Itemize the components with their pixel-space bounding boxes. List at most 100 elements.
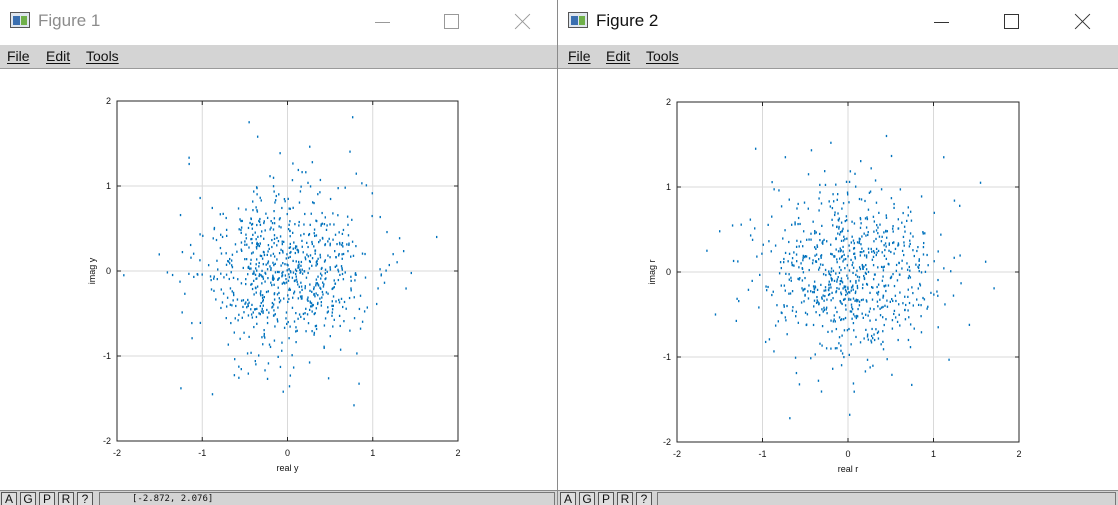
data-point (849, 298, 852, 301)
data-point (289, 251, 291, 255)
x-axis-label: real y (276, 463, 299, 473)
data-point (771, 215, 773, 218)
menu-tools[interactable]: Tools (646, 48, 679, 64)
data-point (830, 286, 832, 289)
data-point (784, 229, 786, 232)
data-point (855, 335, 857, 339)
data-point (255, 291, 257, 294)
pan-button[interactable]: P (39, 492, 55, 505)
data-point (225, 273, 228, 276)
data-point (893, 206, 895, 210)
data-point (821, 297, 823, 300)
data-point (706, 249, 708, 252)
data-point (313, 286, 315, 289)
data-point (854, 290, 857, 293)
data-point (319, 297, 321, 300)
data-point (301, 171, 303, 174)
data-point (245, 278, 247, 281)
data-point (853, 242, 855, 245)
data-point (301, 295, 303, 298)
data-point (838, 271, 841, 275)
maximize-icon[interactable] (999, 8, 1025, 36)
data-point (835, 237, 837, 240)
menu-file[interactable]: File (568, 48, 591, 64)
menu-edit[interactable]: Edit (46, 48, 71, 64)
data-point (881, 316, 884, 319)
menu-file[interactable]: File (7, 48, 30, 64)
data-point (853, 222, 856, 225)
grid-button[interactable]: G (20, 492, 36, 505)
data-point (332, 212, 334, 215)
data-point (292, 206, 294, 209)
data-point (864, 271, 867, 274)
data-point (823, 308, 826, 312)
data-point (937, 326, 939, 329)
data-point (784, 156, 787, 159)
rotate-button[interactable]: R (617, 492, 633, 505)
data-point (256, 209, 258, 212)
close-icon[interactable] (510, 8, 536, 36)
data-point (272, 261, 274, 264)
menu-edit[interactable]: Edit (606, 48, 631, 64)
minimize-icon[interactable] (929, 8, 955, 36)
data-point (851, 317, 853, 320)
data-point (828, 283, 830, 286)
data-point (873, 338, 876, 342)
data-point (943, 267, 945, 270)
data-point (836, 258, 838, 261)
maximize-icon[interactable] (439, 8, 465, 36)
minimize-icon[interactable] (370, 8, 396, 36)
data-point (854, 299, 856, 302)
data-point (890, 197, 893, 200)
data-point (255, 245, 258, 248)
data-point (883, 244, 885, 247)
data-point (354, 273, 357, 276)
data-point (333, 286, 335, 289)
data-point (255, 277, 257, 280)
close-icon[interactable] (1070, 8, 1096, 36)
data-point (297, 260, 300, 264)
data-point (866, 358, 869, 361)
data-point (232, 276, 235, 280)
help-button[interactable]: ? (636, 492, 652, 505)
data-point (884, 242, 887, 245)
data-point (332, 325, 334, 328)
data-point (290, 250, 292, 254)
data-point (926, 307, 928, 310)
menu-tools[interactable]: Tools (86, 48, 119, 64)
data-point (319, 272, 322, 275)
data-point (867, 270, 870, 274)
autoscale-button[interactable]: A (560, 492, 576, 505)
data-point (802, 271, 805, 274)
title-bar[interactable]: Figure 1 (0, 0, 557, 45)
data-point (341, 232, 344, 236)
data-point (806, 313, 809, 316)
data-point (805, 323, 808, 327)
data-point (823, 238, 825, 241)
data-point (289, 207, 291, 210)
pan-button[interactable]: P (598, 492, 614, 505)
data-point (937, 278, 939, 282)
help-button[interactable]: ? (77, 492, 93, 505)
data-point (251, 316, 254, 319)
title-bar[interactable]: Figure 2 (558, 0, 1118, 45)
data-point (329, 242, 331, 245)
data-point (738, 299, 740, 303)
data-point (255, 247, 258, 250)
grid-button[interactable]: G (579, 492, 595, 505)
data-point (299, 190, 302, 193)
data-point (308, 232, 311, 236)
rotate-button[interactable]: R (58, 492, 74, 505)
data-point (890, 154, 893, 158)
data-point (869, 319, 871, 322)
data-point (259, 196, 261, 199)
autoscale-button[interactable]: A (1, 492, 17, 505)
data-point (250, 238, 252, 241)
data-point (916, 298, 918, 301)
data-point (837, 219, 840, 222)
x-tick-label: -2 (113, 448, 121, 458)
data-point (836, 225, 838, 228)
data-point (286, 253, 288, 256)
